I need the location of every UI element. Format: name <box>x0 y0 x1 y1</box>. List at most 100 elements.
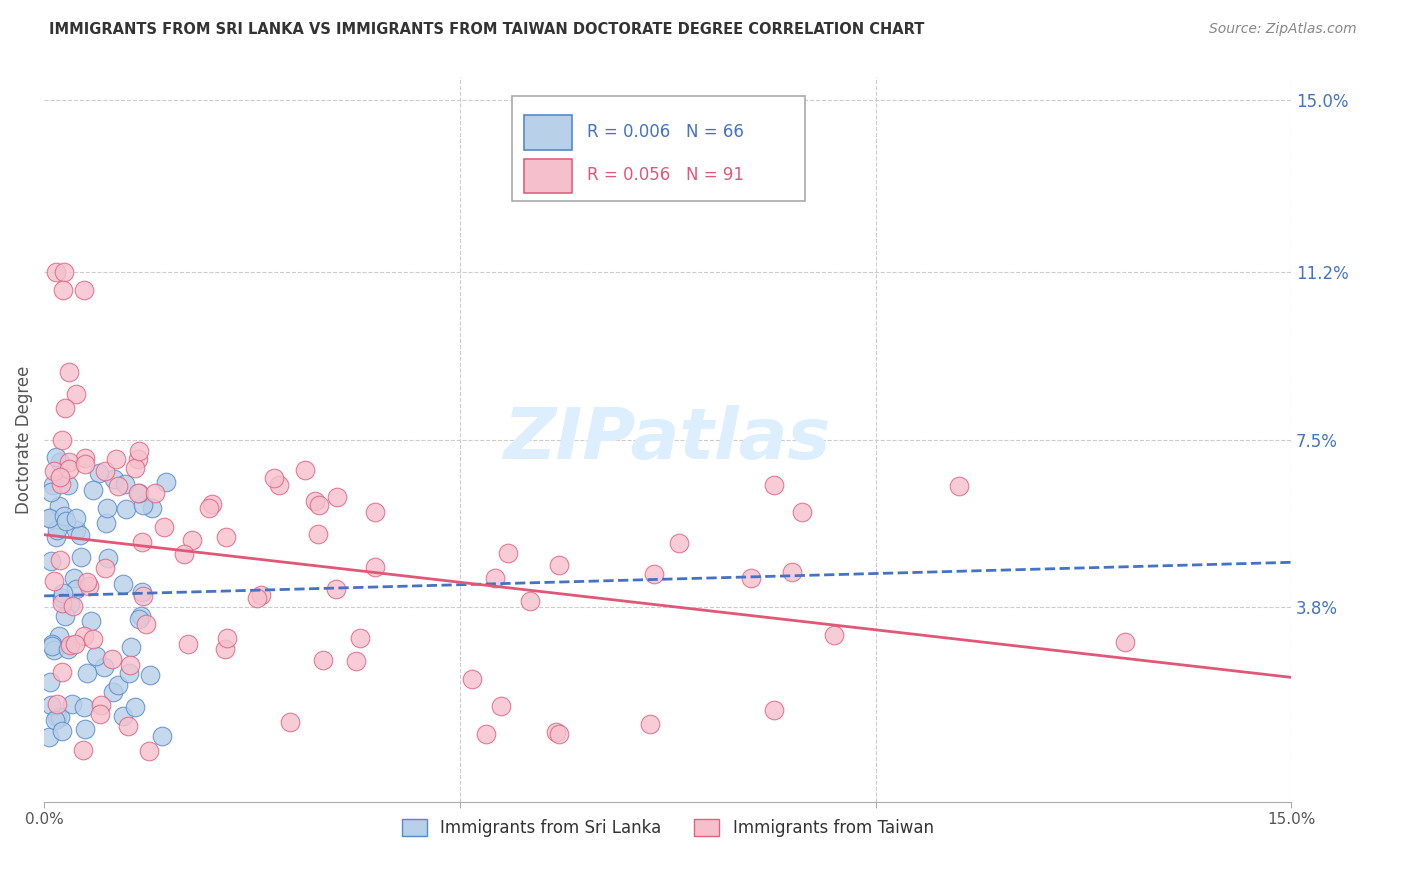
Point <box>75 457 97 471</box>
Point <box>82 483 104 497</box>
Point <box>180 533 202 547</box>
Point <box>124 460 146 475</box>
Point <box>46 524 69 538</box>
Point <box>117 719 139 733</box>
Point <box>97 550 120 565</box>
Point <box>173 548 195 562</box>
Point <box>48 629 70 643</box>
Point <box>45 530 67 544</box>
Point <box>70 549 93 564</box>
Point <box>93 660 115 674</box>
Point <box>77 579 100 593</box>
Point <box>53 609 76 624</box>
Point <box>107 479 129 493</box>
Point <box>489 698 512 713</box>
Point <box>44 713 66 727</box>
Point <box>51 665 73 679</box>
Point <box>115 502 138 516</box>
Point <box>1114 635 1136 649</box>
Point <box>42 574 65 588</box>
Point <box>38 730 60 744</box>
Point <box>46 710 69 724</box>
Point <box>138 744 160 758</box>
Point <box>53 509 76 524</box>
Point <box>948 479 970 493</box>
Text: R = 0.006   N = 66: R = 0.006 N = 66 <box>586 123 744 141</box>
Point <box>49 476 72 491</box>
Point <box>304 494 326 508</box>
Point <box>46 697 69 711</box>
Point <box>548 726 571 740</box>
Point <box>127 452 149 467</box>
Point <box>263 471 285 485</box>
Point <box>59 597 82 611</box>
Point <box>65 387 87 401</box>
Point <box>308 499 330 513</box>
Point <box>103 472 125 486</box>
FancyBboxPatch shape <box>524 159 572 194</box>
Point <box>86 648 108 663</box>
Point <box>484 571 506 585</box>
Point <box>364 559 387 574</box>
Point <box>96 516 118 530</box>
Point <box>41 639 63 653</box>
Point <box>762 477 785 491</box>
Point <box>49 552 72 566</box>
Point <box>45 265 67 279</box>
Point <box>349 631 371 645</box>
FancyBboxPatch shape <box>512 95 804 201</box>
Point <box>823 628 845 642</box>
Point <box>58 461 80 475</box>
Point <box>496 546 519 560</box>
Point <box>638 717 661 731</box>
Point <box>82 632 104 646</box>
Point <box>364 505 387 519</box>
Text: R = 0.056   N = 91: R = 0.056 N = 91 <box>586 166 744 185</box>
Text: IMMIGRANTS FROM SRI LANKA VS IMMIGRANTS FROM TAIWAN DOCTORATE DEGREE CORRELATION: IMMIGRANTS FROM SRI LANKA VS IMMIGRANTS … <box>49 22 925 37</box>
Point <box>326 490 349 504</box>
Point <box>131 534 153 549</box>
Point <box>73 450 96 465</box>
Point <box>214 642 236 657</box>
Point <box>198 500 221 515</box>
Point <box>105 452 128 467</box>
Point <box>53 401 76 415</box>
Point <box>307 527 329 541</box>
Point <box>118 666 141 681</box>
Point <box>96 500 118 515</box>
Point <box>52 283 75 297</box>
Point <box>58 365 80 379</box>
Point <box>131 585 153 599</box>
Text: ZIPatlas: ZIPatlas <box>503 405 831 474</box>
Point <box>155 475 177 490</box>
Point <box>267 477 290 491</box>
Point <box>176 637 198 651</box>
Point <box>790 505 813 519</box>
Point <box>250 588 273 602</box>
Point <box>112 709 135 723</box>
Point <box>128 485 150 500</box>
Point <box>546 725 568 739</box>
Point <box>129 609 152 624</box>
Point <box>94 464 117 478</box>
Point <box>73 700 96 714</box>
Point <box>128 612 150 626</box>
Point <box>668 536 690 550</box>
Point <box>740 571 762 585</box>
Y-axis label: Doctorate Degree: Doctorate Degree <box>15 366 32 514</box>
Point <box>51 597 73 611</box>
Point <box>127 486 149 500</box>
Point <box>150 729 173 743</box>
Point <box>72 743 94 757</box>
Point <box>39 485 62 500</box>
Point <box>90 698 112 712</box>
Point <box>49 469 72 483</box>
Point <box>143 486 166 500</box>
Point <box>58 641 80 656</box>
Point <box>101 652 124 666</box>
Point <box>73 723 96 737</box>
Point <box>344 654 367 668</box>
Point <box>128 444 150 458</box>
Point <box>89 706 111 721</box>
Text: Source: ZipAtlas.com: Source: ZipAtlas.com <box>1209 22 1357 37</box>
